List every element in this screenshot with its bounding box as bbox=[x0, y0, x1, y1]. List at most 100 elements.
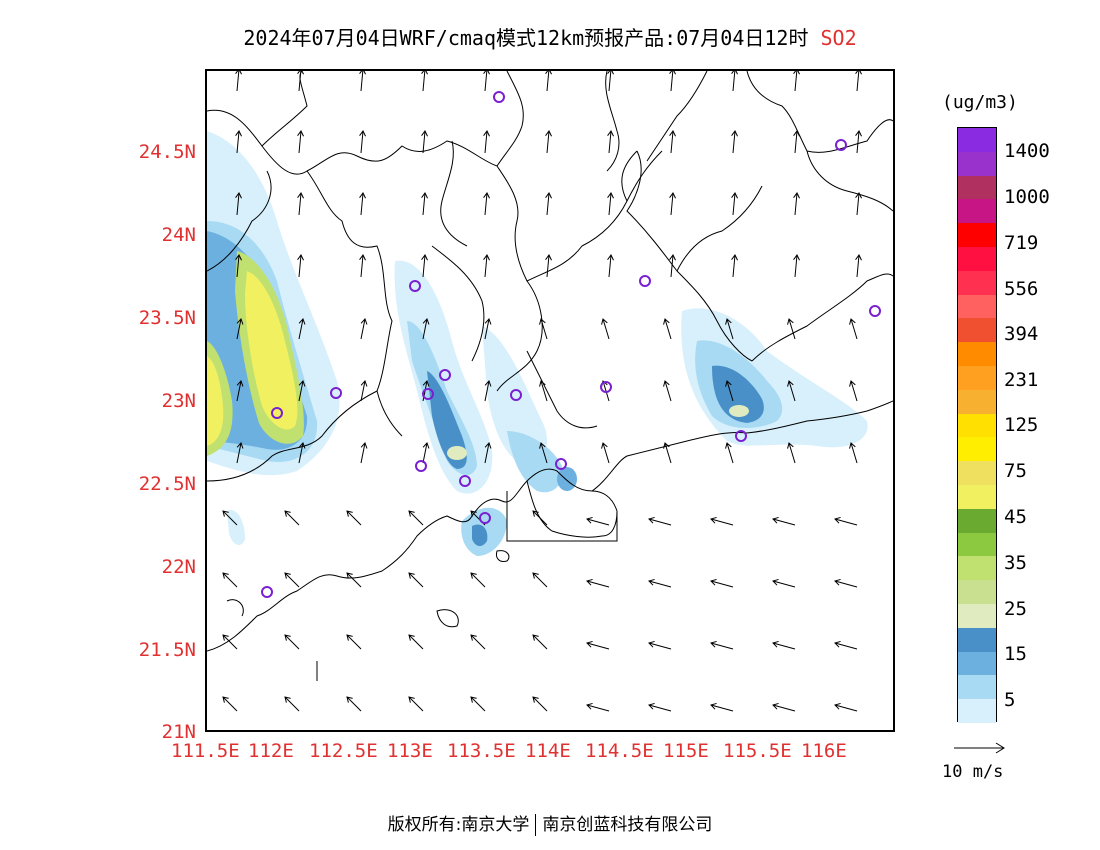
wind-arrow-head bbox=[669, 254, 676, 261]
wind-arrow bbox=[284, 696, 300, 712]
wind-arrow-head bbox=[532, 696, 539, 703]
wind-arrow-head bbox=[601, 318, 608, 325]
lat-label: 22.5N bbox=[138, 473, 196, 495]
title-species: SO2 bbox=[820, 26, 857, 50]
wind-arrow bbox=[670, 71, 674, 92]
wind-arrow bbox=[470, 572, 486, 588]
wind-arrow bbox=[284, 634, 300, 650]
station-marker bbox=[479, 512, 491, 524]
wind-arrow-head bbox=[855, 130, 862, 137]
wind-arrow-head bbox=[725, 318, 732, 325]
wind-arrow-head bbox=[470, 634, 477, 641]
wind-arrow-head bbox=[235, 254, 242, 261]
wind-arrow bbox=[422, 254, 426, 278]
wind-arrow bbox=[850, 442, 858, 464]
wind-arrow bbox=[850, 380, 858, 402]
lat-label: 22N bbox=[161, 556, 196, 578]
wind-arrow-head bbox=[601, 442, 608, 449]
colorbar-label: 75 bbox=[1004, 460, 1027, 482]
wind-arrow bbox=[794, 192, 798, 216]
wind-arrow-head bbox=[710, 702, 717, 710]
colorbar-label: 1400 bbox=[1004, 140, 1050, 162]
wind-arrow bbox=[470, 634, 486, 650]
wind-arrow-head bbox=[787, 380, 794, 387]
wind-arrow bbox=[726, 442, 734, 464]
wind-arrow-head bbox=[421, 130, 428, 137]
wind-arrow bbox=[586, 642, 610, 650]
wind-arrow-head bbox=[725, 380, 732, 387]
wind-arrow-head bbox=[793, 71, 800, 75]
wind-arrow bbox=[856, 254, 860, 278]
wind-arrow bbox=[422, 318, 428, 340]
wind-arrow bbox=[602, 318, 610, 340]
wind-arrow bbox=[608, 130, 612, 154]
colorbar-label: 15 bbox=[1004, 643, 1027, 665]
colorbar-swatch bbox=[958, 437, 996, 462]
wind-arrow-head bbox=[297, 130, 304, 137]
wind-arrow bbox=[710, 642, 734, 650]
wind-arrow bbox=[648, 580, 672, 588]
wind-arrow bbox=[360, 192, 364, 216]
colorbar-label: 231 bbox=[1004, 369, 1039, 391]
colorbar-label: 5 bbox=[1004, 689, 1016, 711]
wind-arrow bbox=[284, 572, 300, 588]
lat-label: 23.5N bbox=[138, 307, 196, 329]
colorbar-swatch bbox=[958, 199, 996, 224]
wind-arrow-head bbox=[422, 380, 430, 387]
wind-arrow bbox=[284, 510, 300, 526]
wind-arrow-head bbox=[484, 380, 492, 387]
wind-arrow-head bbox=[787, 442, 794, 449]
lat-label: 24N bbox=[161, 224, 196, 246]
wind-arrow-head bbox=[607, 130, 614, 137]
wind-arrow-head bbox=[586, 516, 593, 524]
wind-arrow bbox=[670, 192, 674, 216]
wind-arrow bbox=[726, 380, 734, 402]
wind-arrow bbox=[422, 71, 426, 92]
wind-arrow bbox=[856, 130, 860, 154]
wind-arrow-head bbox=[539, 380, 546, 387]
station-marker bbox=[415, 460, 427, 472]
wind-arrow bbox=[794, 71, 798, 92]
wind-arrow bbox=[732, 254, 736, 278]
wind-arrow-head bbox=[834, 640, 841, 648]
wind-arrow-head bbox=[483, 130, 490, 137]
wind-arrow bbox=[470, 696, 486, 712]
wind-arrow bbox=[732, 192, 736, 216]
wind-arrow-head bbox=[772, 578, 779, 586]
colorbar-swatch bbox=[958, 627, 996, 652]
wind-arrow bbox=[856, 192, 860, 216]
colorbar-label: 25 bbox=[1004, 598, 1027, 620]
reference-arrow bbox=[954, 742, 1005, 754]
wind-arrow-head bbox=[849, 380, 856, 387]
wind-arrow bbox=[298, 192, 302, 216]
wind-arrow-head bbox=[470, 510, 477, 517]
footer-left: 版权所有:南京大学 bbox=[387, 815, 530, 835]
map-title: 2024年07月04日WRF/cmaq模式12km预报产品:07月04日12时 … bbox=[0, 22, 1100, 51]
colorbar-label: 394 bbox=[1004, 323, 1039, 345]
colorbar-swatch bbox=[958, 318, 996, 343]
wind-arrow-head bbox=[710, 640, 717, 648]
wind-arrow-head bbox=[421, 71, 428, 75]
wind-arrow-head bbox=[222, 634, 229, 641]
colorbar-swatch bbox=[958, 223, 996, 247]
wind-arrow bbox=[532, 510, 548, 526]
wind-arrow bbox=[298, 254, 302, 278]
wind-arrow bbox=[346, 572, 362, 588]
wind-arrow-head bbox=[483, 254, 490, 261]
wind-arrow-head bbox=[359, 130, 366, 137]
wind-arrow-head bbox=[360, 442, 368, 449]
wind-arrow-head bbox=[648, 516, 655, 524]
wind-arrow-head bbox=[470, 572, 477, 579]
wind-arrow-head bbox=[539, 442, 546, 449]
colorbar-unit: (ug/m3) bbox=[942, 92, 1018, 113]
station-marker bbox=[639, 275, 651, 287]
wind-arrow-head bbox=[545, 71, 552, 75]
wind-arrow bbox=[850, 318, 858, 340]
wind-arrow bbox=[532, 634, 548, 650]
lat-label: 21N bbox=[161, 721, 196, 743]
wind-arrow-head bbox=[408, 696, 415, 703]
colorbar-swatch bbox=[958, 651, 996, 676]
colorbar-swatch bbox=[958, 389, 996, 414]
wind-arrow bbox=[298, 71, 302, 92]
wind-arrow-head bbox=[297, 192, 304, 199]
